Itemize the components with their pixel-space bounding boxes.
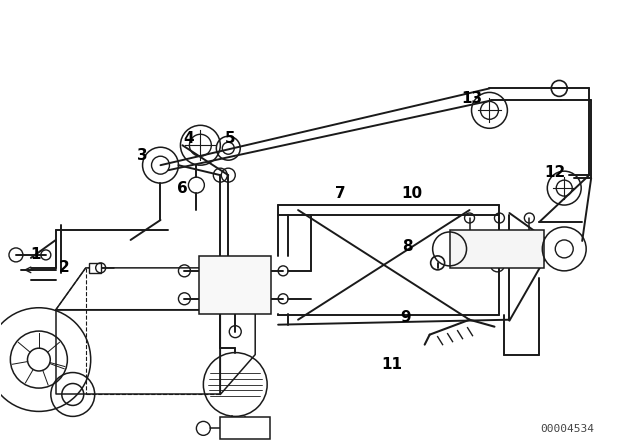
Text: 13: 13 xyxy=(461,91,482,106)
Text: 5: 5 xyxy=(225,131,236,146)
Text: 7: 7 xyxy=(335,185,345,201)
Text: 10: 10 xyxy=(401,185,422,201)
Text: 2: 2 xyxy=(58,260,69,276)
Text: 9: 9 xyxy=(401,310,411,325)
Bar xyxy=(220,418,270,439)
Text: 4: 4 xyxy=(183,131,194,146)
Text: 12: 12 xyxy=(545,165,566,180)
Bar xyxy=(89,263,100,273)
Text: 00004534: 00004534 xyxy=(540,424,594,435)
Text: 8: 8 xyxy=(403,239,413,254)
Bar xyxy=(449,230,544,268)
Text: 6: 6 xyxy=(177,181,188,196)
Bar xyxy=(200,256,271,314)
Text: 1: 1 xyxy=(31,247,41,263)
Text: 3: 3 xyxy=(137,148,148,163)
Text: 11: 11 xyxy=(381,357,403,372)
